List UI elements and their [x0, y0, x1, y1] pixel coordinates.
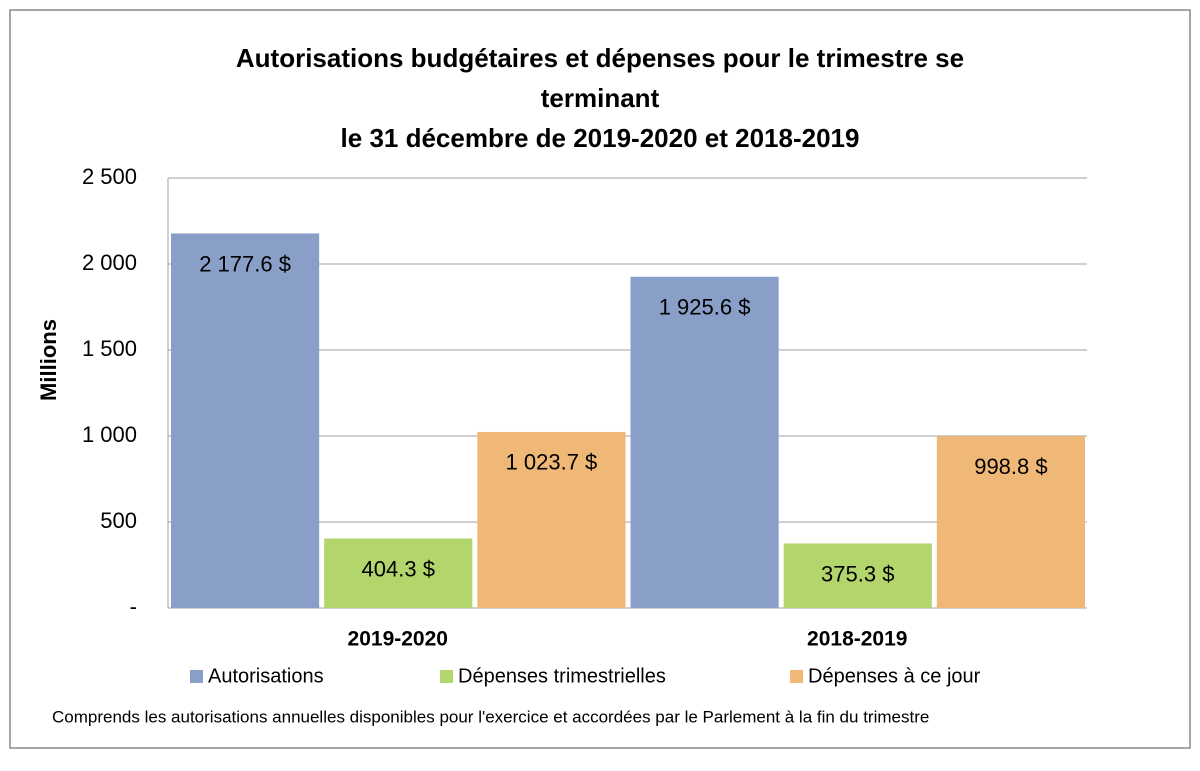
- value-label: 1 925.6 $: [659, 295, 751, 320]
- y-tick-label: 500: [100, 508, 137, 533]
- bar: [936, 436, 1085, 608]
- x-tick-label: 2018-2019: [807, 628, 907, 651]
- bar: [171, 233, 320, 608]
- value-label: 2 177.6 $: [199, 251, 291, 276]
- y-tick-label: 2 000: [82, 250, 137, 275]
- value-label: 998.8 $: [974, 454, 1047, 479]
- legend-label: Autorisations: [208, 665, 324, 687]
- y-tick-label: -: [130, 594, 137, 619]
- footnote: Comprends les autorisations annuelles di…: [52, 707, 929, 726]
- bar: [783, 543, 932, 608]
- chart-title: terminant: [541, 83, 660, 113]
- bar: [630, 276, 779, 608]
- bar: [477, 431, 626, 608]
- legend-label: Dépenses à ce jour: [808, 665, 981, 687]
- value-label: 404.3 $: [362, 556, 435, 581]
- value-label: 1 023.7 $: [506, 450, 598, 475]
- legend-swatch: [440, 670, 453, 683]
- y-tick-label: 2 500: [82, 164, 137, 189]
- legend-swatch: [790, 670, 803, 683]
- legend-swatch: [190, 670, 203, 683]
- x-tick-label: 2019-2020: [348, 628, 448, 651]
- chart-title: Autorisations budgétaires et dépenses po…: [236, 43, 964, 73]
- legend-label: Dépenses trimestrielles: [458, 665, 666, 687]
- bar: [324, 538, 473, 608]
- y-tick-label: 1 500: [82, 336, 137, 361]
- value-label: 375.3 $: [821, 561, 894, 586]
- y-axis-label: Millions: [36, 319, 61, 401]
- chart-title: le 31 décembre de 2019-2020 et 2018-2019: [341, 123, 860, 153]
- y-tick-label: 1 000: [82, 422, 137, 447]
